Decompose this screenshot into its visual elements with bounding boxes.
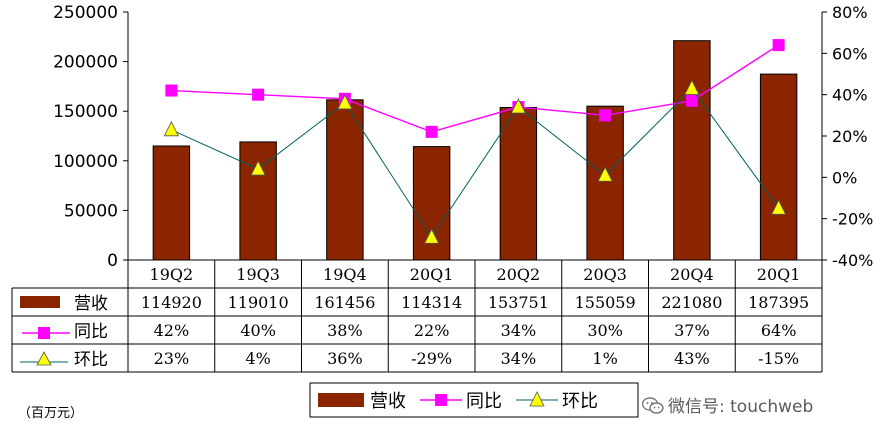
table-cell: 64% — [761, 321, 797, 340]
table-cell: 114920 — [141, 293, 202, 312]
table-cell: -15% — [758, 349, 799, 368]
yoy-point — [599, 109, 611, 121]
right-axis-tick-label: -20% — [832, 210, 873, 229]
right-axis-tick-label: -40% — [832, 251, 873, 270]
table-cell: 114314 — [401, 293, 462, 312]
yoy-point — [773, 39, 785, 51]
bar-revenue — [760, 74, 796, 260]
category-label: 20Q2 — [497, 265, 541, 284]
table-cell: 153751 — [488, 293, 549, 312]
table-cell: 23% — [154, 349, 190, 368]
right-axis-tick-label: 0% — [832, 168, 857, 187]
watermark-text: 微信号: touchweb — [668, 397, 813, 417]
right-axis-tick-label: 80% — [832, 3, 868, 22]
bar-revenue — [587, 106, 623, 260]
table-key-qoq-marker — [37, 352, 51, 365]
table-cell: 30% — [587, 321, 623, 340]
table-cell: 42% — [154, 321, 190, 340]
table-key-revenue — [20, 296, 60, 308]
table-row-header: 营收 — [74, 294, 108, 314]
table-cell: 34% — [501, 321, 537, 340]
table-cell: 155059 — [575, 293, 636, 312]
table-cell: 1% — [592, 349, 617, 368]
category-label: 19Q2 — [150, 265, 194, 284]
right-axis-tick-label: 60% — [832, 44, 868, 63]
table-key-yoy-marker — [38, 327, 50, 339]
table-row-header: 同比 — [74, 322, 108, 342]
table-cell: 161456 — [314, 293, 375, 312]
wechat-icon — [642, 397, 664, 415]
left-axis-tick-label: 200000 — [53, 53, 118, 73]
category-label: 19Q4 — [323, 265, 367, 284]
category-label: 20Q1 — [757, 265, 801, 284]
table-cell: -29% — [411, 349, 452, 368]
qoq-point — [164, 122, 178, 136]
left-axis-tick-label: 0 — [107, 251, 118, 271]
table-cell: 34% — [501, 349, 537, 368]
table-cell: 187395 — [748, 293, 809, 312]
category-label: 20Q1 — [410, 265, 454, 284]
table-cell: 40% — [240, 321, 276, 340]
table-cell: 43% — [674, 349, 710, 368]
legend-label: 环比 — [562, 391, 598, 412]
bar-revenue — [674, 41, 710, 260]
category-label: 20Q4 — [670, 265, 714, 284]
left-axis-tick-label: 250000 — [53, 3, 118, 23]
yoy-point — [686, 95, 698, 107]
right-axis-tick-label: 20% — [832, 127, 868, 146]
bar-revenue — [153, 146, 189, 260]
legend-label: 同比 — [466, 391, 502, 412]
yoy-point — [252, 89, 264, 101]
table-row-header: 环比 — [74, 350, 108, 370]
left-axis-tick-label: 100000 — [53, 152, 118, 172]
legend-key-yoy-marker — [435, 394, 447, 406]
yoy-point — [426, 126, 438, 138]
table-cell: 4% — [245, 349, 270, 368]
table-cell: 22% — [414, 321, 450, 340]
left-axis-tick-label: 150000 — [53, 102, 118, 122]
table-cell: 221080 — [661, 293, 722, 312]
table-cell: 36% — [327, 349, 363, 368]
table-cell: 38% — [327, 321, 363, 340]
legend-key-revenue — [318, 393, 364, 407]
unit-note: （百万元） — [18, 402, 83, 421]
category-label: 20Q3 — [583, 265, 627, 284]
table-cell: 119010 — [228, 293, 289, 312]
right-axis-tick-label: 40% — [832, 86, 868, 105]
table-cell: 37% — [674, 321, 710, 340]
bar-revenue — [500, 107, 536, 260]
watermark: 微信号: touchweb — [642, 392, 813, 417]
bar-revenue — [327, 100, 363, 260]
yoy-point — [165, 85, 177, 97]
left-axis-tick-label: 50000 — [64, 201, 118, 221]
category-label: 19Q3 — [236, 265, 280, 284]
legend-label: 营收 — [370, 391, 406, 412]
